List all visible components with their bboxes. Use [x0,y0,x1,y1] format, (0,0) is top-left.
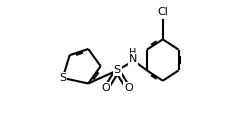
Text: S: S [59,73,66,83]
Text: S: S [114,65,121,75]
Text: H: H [129,48,137,58]
Text: O: O [124,83,133,93]
Text: N: N [129,54,137,64]
Text: Cl: Cl [157,7,168,17]
Text: O: O [102,83,111,93]
